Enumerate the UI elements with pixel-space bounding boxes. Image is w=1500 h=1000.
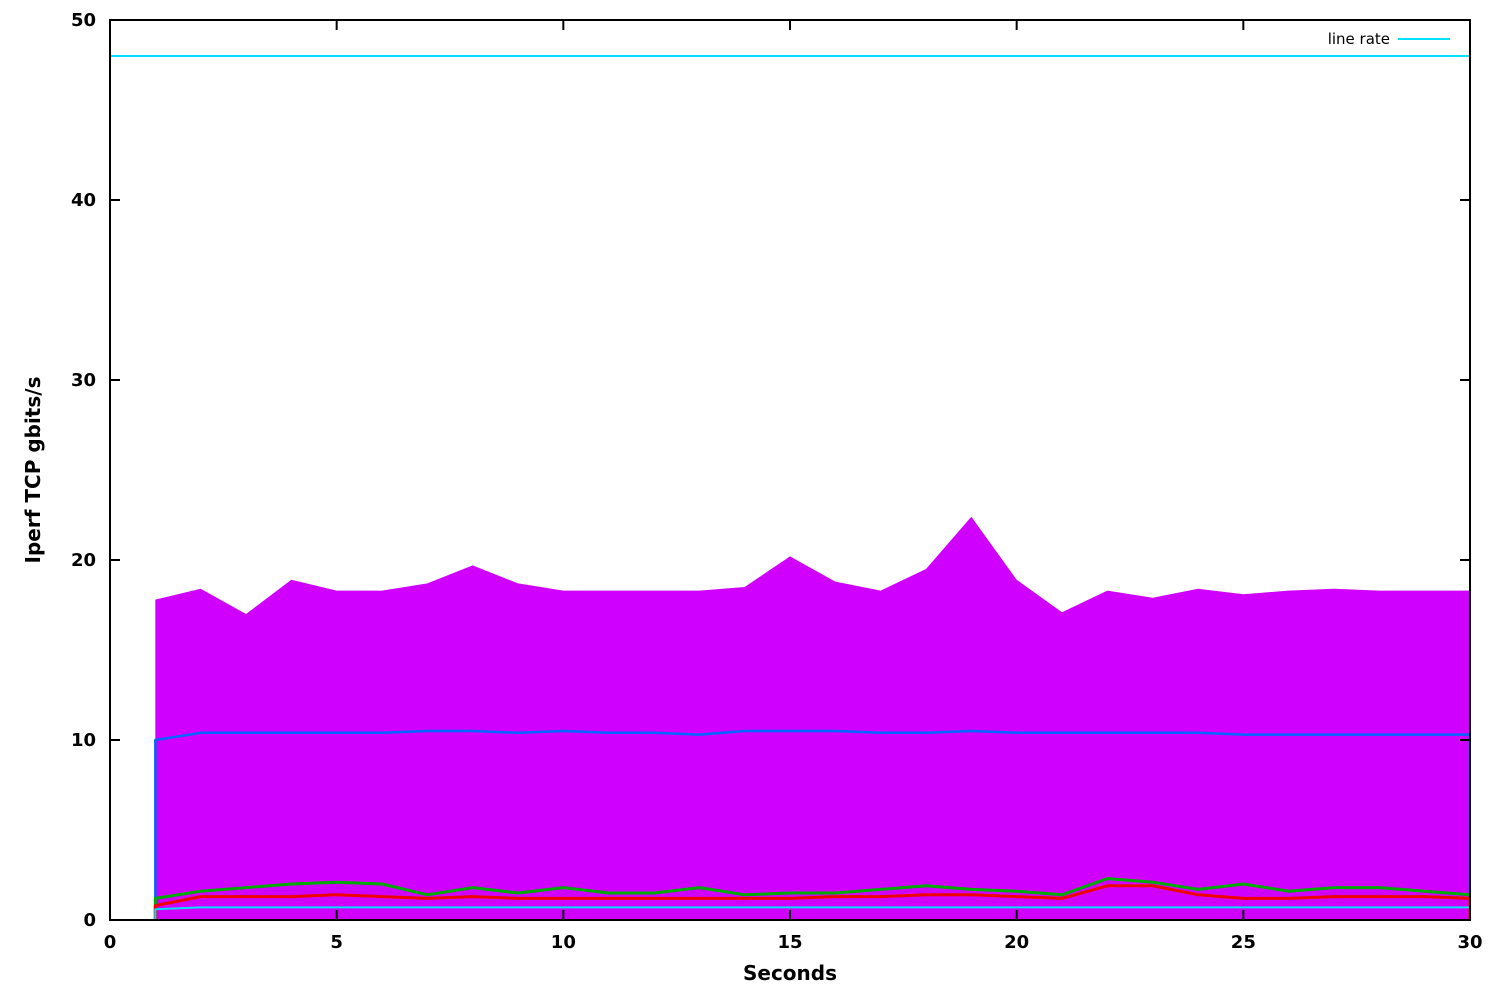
legend-label: line rate	[1328, 30, 1390, 48]
ytick-label: 20	[71, 550, 96, 571]
x-axis-label: Seconds	[743, 961, 837, 985]
y-axis-label: Iperf TCP gbits/s	[21, 377, 45, 564]
ytick-label: 50	[71, 10, 96, 31]
ytick-label: 40	[71, 190, 96, 211]
xtick-label: 5	[330, 932, 343, 953]
xtick-label: 20	[1004, 932, 1029, 953]
xtick-label: 10	[551, 932, 576, 953]
xtick-label: 15	[777, 932, 802, 953]
xtick-label: 30	[1457, 932, 1482, 953]
ytick-label: 30	[71, 370, 96, 391]
throughput-chart: 0 5 10 15 20 25 30 0 10 20 30 40 50 Seconds Iperf TCP …	[0, 0, 1500, 1000]
xtick-label: 0	[104, 932, 117, 953]
xtick-label: 25	[1231, 932, 1256, 953]
ytick-label: 0	[83, 910, 96, 931]
ytick-label: 10	[71, 730, 96, 751]
chart-svg: 0 5 10 15 20 25 30 0 10 20 30 40 50 Seconds Iperf TCP …	[0, 0, 1500, 1000]
